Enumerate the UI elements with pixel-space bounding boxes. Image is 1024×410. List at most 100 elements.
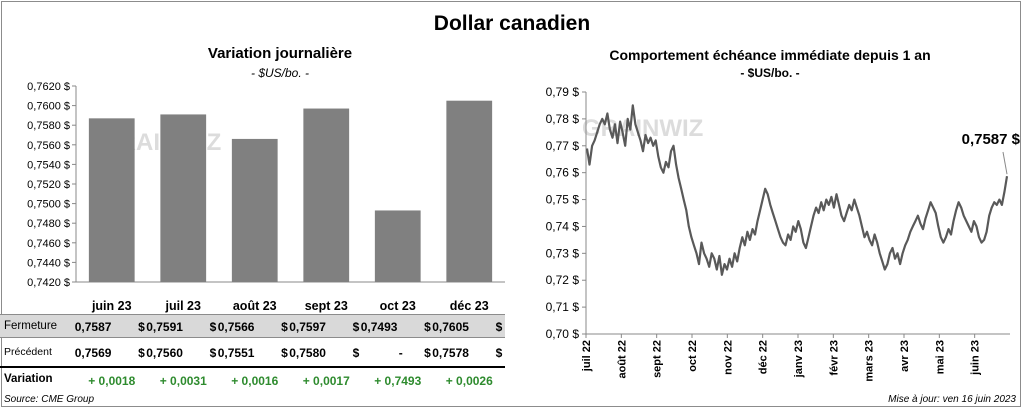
cell-value: -	[398, 346, 403, 360]
x-tick-label: nov 22	[722, 340, 734, 375]
y-tick-label: 0,7540 $	[27, 159, 70, 171]
y-tick-label: 0,7520 $	[27, 179, 70, 191]
update-note: Mise à jour: ven 16 juin 2023	[888, 394, 1016, 405]
bar-chart-subtitle: - $US/bo. -	[250, 66, 310, 80]
table-cell: 0,7493 $	[361, 320, 431, 336]
bar	[88, 118, 135, 282]
last-value-annotation: 0,7587 $	[962, 131, 1020, 148]
y-tick-label: 0,70 $	[546, 327, 580, 341]
table-cell: 0,7597 $	[289, 320, 359, 336]
cell-currency: $	[424, 320, 431, 334]
cell-value: 0,7560	[146, 346, 183, 360]
cell-value: 0,7551	[217, 346, 255, 360]
y-tick-label: 0,7580 $	[27, 120, 70, 132]
x-tick-label: mai 23	[934, 340, 946, 374]
y-tick-label: 0,7620 $	[27, 81, 70, 93]
cell-currency: $	[209, 346, 217, 360]
y-tick-label: 0,71 $	[546, 300, 580, 314]
cell-currency: $	[138, 346, 145, 360]
cell-currency: $	[281, 320, 288, 334]
table-cell: 0,7580 $	[289, 346, 359, 362]
x-tick-label: mars 23	[864, 340, 876, 382]
x-tick-label: déc 22	[758, 340, 770, 374]
y-tick-label: 0,7420 $	[27, 277, 70, 289]
line-chart: GRAINWIZ 0,70 $ 0,71 $ 0,72 $ 0,73 $ 0,74 $ 0,…	[546, 85, 1020, 382]
table-row-variation: Variation + 0,0018 + 0,0031 + 0,0016 + 0,00…	[0, 366, 505, 392]
y-tick-label: 0,75 $	[546, 193, 580, 207]
x-tick-label: avr 23	[899, 340, 911, 372]
y-tick-label: 0,76 $	[546, 166, 580, 180]
cell-value: 0,7493	[360, 320, 398, 334]
y-tick-label: 0,7560 $	[27, 140, 70, 152]
x-tick-label: juin 23	[91, 299, 132, 313]
table-cell: 0,7560 $	[146, 346, 216, 362]
x-tick-label: févr 23	[828, 340, 840, 375]
x-tick-label: juil 22	[581, 340, 593, 372]
x-tick-label: janv 23	[793, 340, 805, 378]
x-tick-label: déc 23	[450, 299, 489, 313]
y-tick-label: 0,72 $	[546, 273, 580, 287]
x-tick-label: août 22	[616, 340, 628, 379]
x-tick-label: oct 23	[380, 299, 416, 313]
cell-currency: $	[352, 320, 360, 334]
cell-currency: $	[424, 346, 431, 360]
cell-value: 0,7569	[74, 346, 112, 360]
y-tick-label: 0,77 $	[546, 139, 580, 153]
cell-currency: $	[138, 320, 145, 334]
table-cell: 0,7551 $	[218, 346, 288, 362]
line-chart-title: Comportement échéance immédiate depuis 1…	[609, 47, 931, 63]
y-tick-label: 0,7460 $	[27, 238, 70, 250]
x-tick-label: sept 23	[305, 299, 348, 313]
table-cell: - $	[361, 346, 431, 362]
variation-value: + 0,7493	[374, 374, 422, 388]
table-row-fermeture: Fermeture 0,7587 $0,7591 $0,7566 $0,7597 $0,…	[0, 314, 505, 338]
table-cell: 0,7569 $	[75, 346, 145, 362]
y-tick-label: 0,7440 $	[27, 257, 70, 269]
bar	[303, 108, 350, 282]
cell-currency: $	[281, 346, 288, 360]
x-tick-label: août 23	[233, 299, 277, 313]
table-row-precedent: Précédent 0,7569 $0,7560 $0,7551 $0,7580 $ - $…	[0, 341, 505, 365]
table-cell: 0,7587 $	[75, 320, 145, 336]
table-cell: 0,7566 $	[218, 320, 288, 336]
bar	[446, 100, 493, 282]
price-series-line	[585, 104, 1009, 276]
cell-currency: $	[209, 320, 217, 334]
table-cell: 0,7591 $	[146, 320, 216, 336]
bar	[160, 114, 207, 282]
row-label: Variation	[4, 373, 53, 385]
cell-value: 0,7591	[146, 320, 183, 334]
table-cell: 0,7605 $	[432, 320, 502, 336]
variation-value: + 0,0031	[159, 374, 207, 388]
cell-value: 0,7566	[217, 320, 255, 334]
x-tick-label: juil 23	[165, 299, 201, 313]
x-tick-label: sept 22	[652, 340, 664, 378]
y-tick-label: 0,7600 $	[27, 101, 70, 113]
main-title: Dollar canadien	[433, 12, 591, 35]
cell-value: 0,7605	[432, 320, 469, 334]
y-tick-label: 0,7480 $	[27, 218, 70, 230]
cell-value: 0,7578	[432, 346, 469, 360]
cell-value: 0,7580	[289, 346, 326, 360]
row-label: Fermeture	[4, 320, 58, 332]
y-tick-label: 0,73 $	[546, 246, 580, 260]
variation-value: + 0,0016	[231, 374, 279, 388]
y-tick-label: 0,7500 $	[27, 199, 70, 211]
annotation-leader	[1002, 151, 1008, 175]
y-tick-label: 0,79 $	[546, 85, 580, 99]
y-tick-label: 0,78 $	[546, 112, 580, 126]
watermark: GRAINWIZ	[582, 115, 703, 142]
bar	[374, 210, 421, 282]
cell-currency: $	[352, 346, 360, 360]
table-cell: 0,7578 $	[432, 346, 502, 362]
variation-value: + 0,0017	[302, 374, 350, 388]
cell-currency: $	[495, 346, 503, 360]
y-tick-label: 0,74 $	[546, 219, 580, 233]
x-tick-label: oct 22	[687, 340, 699, 372]
cell-value: 0,7597	[289, 320, 326, 334]
variation-value: + 0,0026	[445, 374, 493, 388]
cell-value: 0,7587	[74, 320, 112, 334]
cell-currency: $	[495, 320, 503, 334]
bar	[231, 138, 278, 282]
